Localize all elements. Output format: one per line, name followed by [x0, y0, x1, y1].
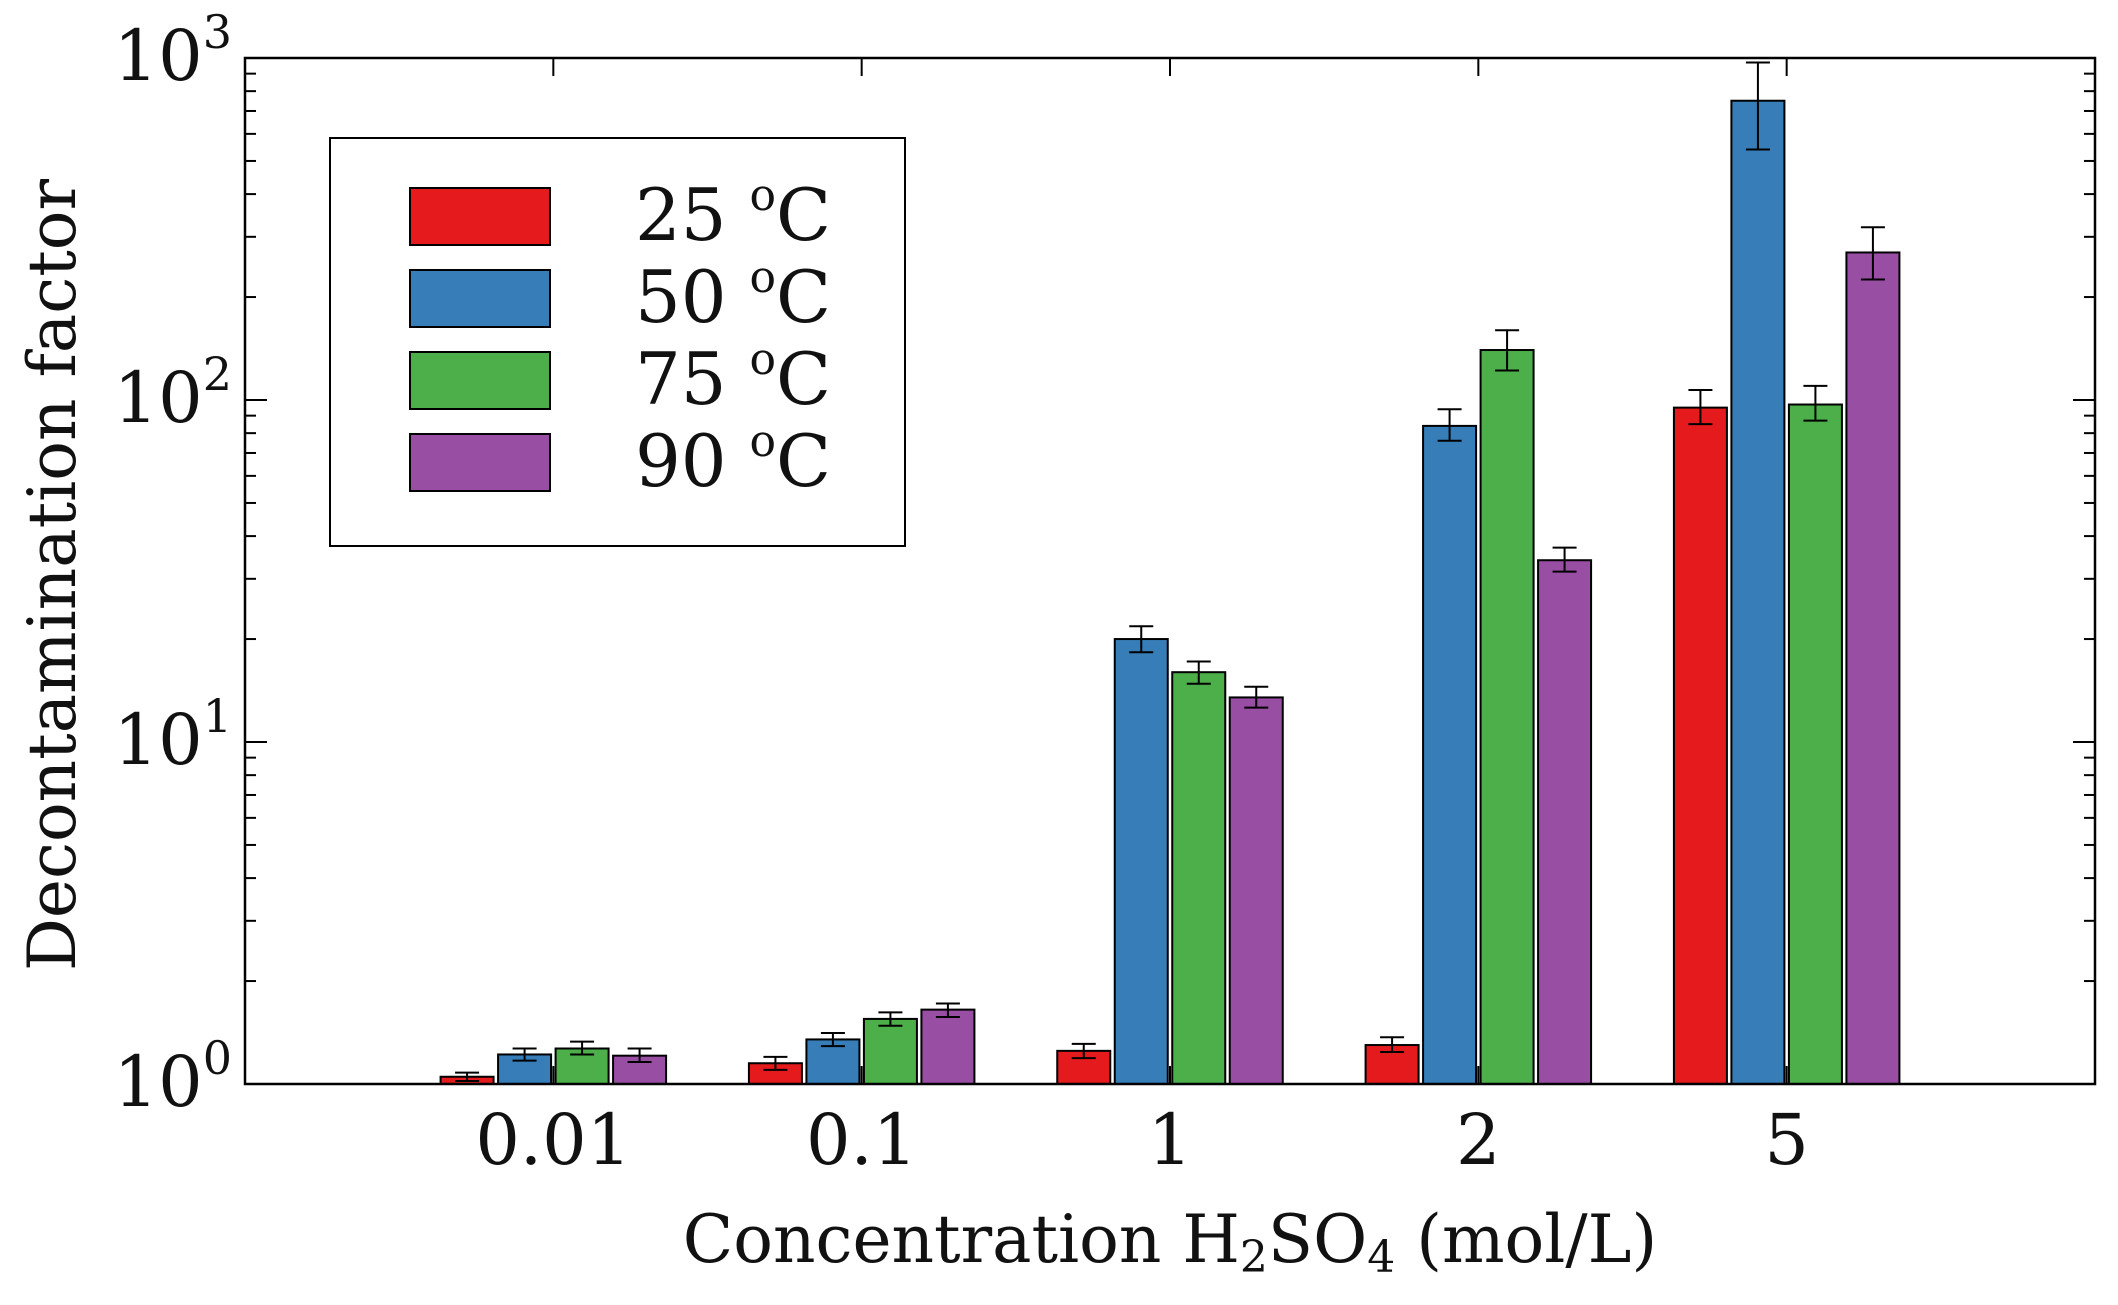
x-tick-label: 0.01 [475, 1099, 631, 1181]
legend-label: 75 oC [635, 334, 831, 421]
legend-label: 90 oC [635, 416, 831, 503]
y-tick-labels: 100 101 102 103 [114, 5, 232, 1123]
bar [1171, 671, 1227, 1085]
legend-swatch [409, 269, 551, 328]
x-tick-label: 2 [1456, 1099, 1501, 1181]
bars-layer [439, 61, 1901, 1086]
y-tick-label: 103 [114, 5, 232, 97]
bar [1730, 99, 1786, 1085]
bar [1845, 251, 1901, 1086]
x-tick-label: 0.1 [806, 1099, 917, 1181]
bar [1787, 403, 1843, 1086]
plot-frame [243, 56, 2097, 1086]
x-axis-label: Concentration H2SO4 (mol/L) [683, 1201, 1657, 1283]
x-tick-label: 1 [1148, 1099, 1193, 1181]
x-tick-labels: 0.01 0.1 1 2 5 [475, 1099, 1809, 1181]
bar [862, 1017, 918, 1085]
x-tick-label: 5 [1764, 1099, 1809, 1181]
bar [1537, 559, 1593, 1085]
y-axis-label: Decontamination factor [14, 179, 91, 971]
bar [920, 1008, 976, 1085]
y-tick-label: 101 [114, 689, 232, 781]
bar [1113, 638, 1169, 1085]
legend-label: 25 oC [635, 170, 831, 257]
legend-swatch [409, 187, 551, 246]
bar [1479, 349, 1535, 1085]
bar [1228, 696, 1284, 1085]
legend-swatch [409, 433, 551, 492]
bar [1422, 424, 1478, 1085]
bar [1672, 406, 1728, 1085]
y-tick-label: 100 [114, 1031, 232, 1123]
legend-label: 50 oC [635, 252, 831, 339]
legend-swatch [409, 351, 551, 410]
y-tick-label: 102 [114, 347, 232, 439]
